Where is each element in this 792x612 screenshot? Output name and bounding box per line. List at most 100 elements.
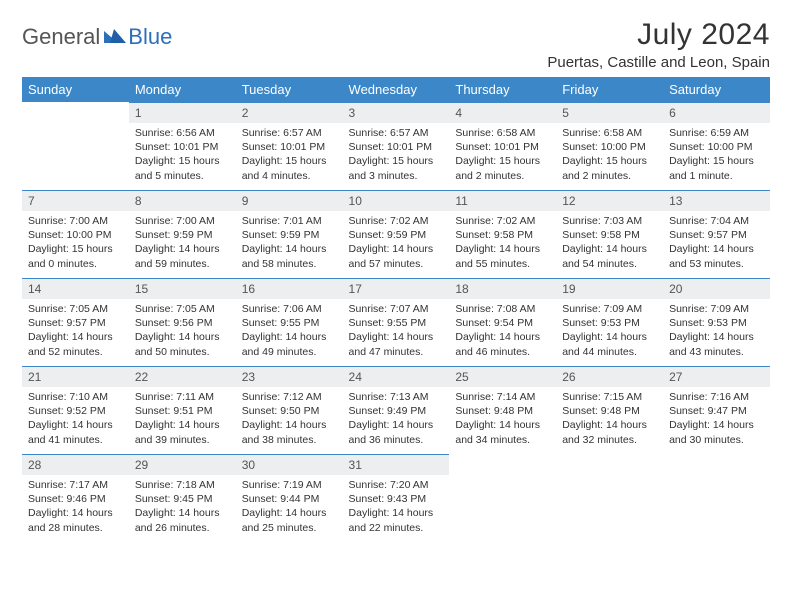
- daylight-line: Daylight: 14 hours and 53 minutes.: [669, 242, 764, 270]
- sunset-line: Sunset: 9:58 PM: [562, 228, 657, 242]
- daylight-line: Daylight: 14 hours and 57 minutes.: [349, 242, 444, 270]
- day-number: 20: [663, 278, 770, 299]
- day-number: 19: [556, 278, 663, 299]
- calendar-day-cell: 28 Sunrise: 7:17 AMSunset: 9:46 PMDayligh…: [22, 454, 129, 542]
- daylight-line: Daylight: 14 hours and 28 minutes.: [28, 506, 123, 534]
- day-number: 15: [129, 278, 236, 299]
- day-number: 28: [22, 454, 129, 475]
- sunrise-line: Sunrise: 7:18 AM: [135, 478, 230, 492]
- daylight-line: Daylight: 14 hours and 30 minutes.: [669, 418, 764, 446]
- sunset-line: Sunset: 9:44 PM: [242, 492, 337, 506]
- sunrise-line: Sunrise: 7:06 AM: [242, 302, 337, 316]
- calendar-day-cell: 6Sunrise: 6:59 AMSunset: 10:00 PMDayligh…: [663, 102, 770, 190]
- sunrise-line: Sunrise: 7:10 AM: [28, 390, 123, 404]
- sunset-line: Sunset: 10:01 PM: [135, 140, 230, 154]
- calendar-day-cell: 17Sunrise: 7:07 AMSunset: 9:55 PMDayligh…: [343, 278, 450, 366]
- sunset-line: Sunset: 9:46 PM: [28, 492, 123, 506]
- sunrise-line: Sunrise: 7:00 AM: [135, 214, 230, 228]
- day-number: 3: [343, 102, 450, 123]
- weekday-header: Sunday: [22, 77, 129, 102]
- calendar-week-row: 14Sunrise: 7:05 AMSunset: 9:57 PMDayligh…: [22, 278, 770, 366]
- title-block: July 2024 Puertas, Castille and Leon, Sp…: [547, 18, 770, 71]
- daylight-line: Daylight: 14 hours and 26 minutes.: [135, 506, 230, 534]
- day-number: 7: [22, 190, 129, 211]
- header: General Blue July 2024 Puertas, Castille…: [22, 18, 770, 71]
- day-details: Sunrise: 7:04 AMSunset: 9:57 PMDaylight:…: [663, 211, 770, 277]
- sunrise-line: Sunrise: 6:58 AM: [562, 126, 657, 140]
- day-number: 5: [556, 102, 663, 123]
- calendar-day-cell: 27Sunrise: 7:16 AMSunset: 9:47 PMDayligh…: [663, 366, 770, 454]
- day-number: 4: [449, 102, 556, 123]
- sunrise-line: Sunrise: 7:05 AM: [28, 302, 123, 316]
- daylight-line: Daylight: 14 hours and 46 minutes.: [455, 330, 550, 358]
- day-details: Sunrise: 7:07 AMSunset: 9:55 PMDaylight:…: [343, 299, 450, 365]
- day-details: Sunrise: 7:05 AMSunset: 9:56 PMDaylight:…: [129, 299, 236, 365]
- sunset-line: Sunset: 9:59 PM: [135, 228, 230, 242]
- sunset-line: Sunset: 9:53 PM: [562, 316, 657, 330]
- weekday-header: Wednesday: [343, 77, 450, 102]
- sunrise-line: Sunrise: 7:03 AM: [562, 214, 657, 228]
- sunrise-line: Sunrise: 7:04 AM: [669, 214, 764, 228]
- sunset-line: Sunset: 9:57 PM: [28, 316, 123, 330]
- calendar-day-cell: 4Sunrise: 6:58 AMSunset: 10:01 PMDayligh…: [449, 102, 556, 190]
- sunset-line: Sunset: 9:54 PM: [455, 316, 550, 330]
- daylight-line: Daylight: 14 hours and 43 minutes.: [669, 330, 764, 358]
- calendar-table: SundayMondayTuesdayWednesdayThursdayFrid…: [22, 77, 770, 542]
- daylight-line: Daylight: 14 hours and 47 minutes.: [349, 330, 444, 358]
- day-number: 25: [449, 366, 556, 387]
- day-number: 24: [343, 366, 450, 387]
- sunset-line: Sunset: 10:00 PM: [562, 140, 657, 154]
- daylight-line: Daylight: 14 hours and 38 minutes.: [242, 418, 337, 446]
- day-details: Sunrise: 7:09 AMSunset: 9:53 PMDaylight:…: [663, 299, 770, 365]
- day-details: Sunrise: 7:02 AMSunset: 9:58 PMDaylight:…: [449, 211, 556, 277]
- calendar-empty-cell: [22, 102, 129, 190]
- day-number: 11: [449, 190, 556, 211]
- daylight-line: Daylight: 14 hours and 54 minutes.: [562, 242, 657, 270]
- calendar-day-cell: 7Sunrise: 7:00 AMSunset: 10:00 PMDayligh…: [22, 190, 129, 278]
- sunrise-line: Sunrise: 7:08 AM: [455, 302, 550, 316]
- weekday-header: Thursday: [449, 77, 556, 102]
- calendar-day-cell: 15Sunrise: 7:05 AMSunset: 9:56 PMDayligh…: [129, 278, 236, 366]
- daylight-line: Daylight: 14 hours and 59 minutes.: [135, 242, 230, 270]
- sunset-line: Sunset: 10:01 PM: [242, 140, 337, 154]
- day-details: Sunrise: 7:05 AMSunset: 9:57 PMDaylight:…: [22, 299, 129, 365]
- sunset-line: Sunset: 9:58 PM: [455, 228, 550, 242]
- sunset-line: Sunset: 10:01 PM: [349, 140, 444, 154]
- day-number: 1: [129, 102, 236, 123]
- daylight-line: Daylight: 15 hours and 2 minutes.: [455, 154, 550, 182]
- calendar-day-cell: 20Sunrise: 7:09 AMSunset: 9:53 PMDayligh…: [663, 278, 770, 366]
- sunrise-line: Sunrise: 7:02 AM: [455, 214, 550, 228]
- sunrise-line: Sunrise: 7:17 AM: [28, 478, 123, 492]
- day-details: Sunrise: 7:15 AMSunset: 9:48 PMDaylight:…: [556, 387, 663, 453]
- calendar-day-cell: 31Sunrise: 7:20 AMSunset: 9:43 PMDayligh…: [343, 454, 450, 542]
- daylight-line: Daylight: 14 hours and 39 minutes.: [135, 418, 230, 446]
- calendar-day-cell: 30Sunrise: 7:19 AMSunset: 9:44 PMDayligh…: [236, 454, 343, 542]
- calendar-day-cell: 14Sunrise: 7:05 AMSunset: 9:57 PMDayligh…: [22, 278, 129, 366]
- sunrise-line: Sunrise: 7:07 AM: [349, 302, 444, 316]
- sunset-line: Sunset: 9:49 PM: [349, 404, 444, 418]
- day-number: 6: [663, 102, 770, 123]
- brand-triangle-icon: [104, 27, 126, 48]
- calendar-day-cell: 3Sunrise: 6:57 AMSunset: 10:01 PMDayligh…: [343, 102, 450, 190]
- calendar-day-cell: 16Sunrise: 7:06 AMSunset: 9:55 PMDayligh…: [236, 278, 343, 366]
- day-number: 31: [343, 454, 450, 475]
- calendar-day-cell: 10Sunrise: 7:02 AMSunset: 9:59 PMDayligh…: [343, 190, 450, 278]
- calendar-week-row: 21Sunrise: 7:10 AMSunset: 9:52 PMDayligh…: [22, 366, 770, 454]
- daylight-line: Daylight: 15 hours and 1 minute.: [669, 154, 764, 182]
- sunset-line: Sunset: 9:51 PM: [135, 404, 230, 418]
- day-details: Sunrise: 6:58 AMSunset: 10:00 PMDaylight…: [556, 123, 663, 189]
- daylight-line: Daylight: 15 hours and 0 minutes.: [28, 242, 123, 270]
- calendar-body: 1Sunrise: 6:56 AMSunset: 10:01 PMDayligh…: [22, 102, 770, 542]
- calendar-day-cell: 8Sunrise: 7:00 AMSunset: 9:59 PMDaylight…: [129, 190, 236, 278]
- day-number: 17: [343, 278, 450, 299]
- day-number: 14: [22, 278, 129, 299]
- daylight-line: Daylight: 14 hours and 25 minutes.: [242, 506, 337, 534]
- location-text: Puertas, Castille and Leon, Spain: [547, 54, 770, 71]
- sunset-line: Sunset: 9:43 PM: [349, 492, 444, 506]
- daylight-line: Daylight: 14 hours and 55 minutes.: [455, 242, 550, 270]
- calendar-day-cell: 2Sunrise: 6:57 AMSunset: 10:01 PMDayligh…: [236, 102, 343, 190]
- day-number: 9: [236, 190, 343, 211]
- brand-logo: General Blue: [22, 18, 172, 50]
- sunset-line: Sunset: 9:50 PM: [242, 404, 337, 418]
- day-details: Sunrise: 7:16 AMSunset: 9:47 PMDaylight:…: [663, 387, 770, 453]
